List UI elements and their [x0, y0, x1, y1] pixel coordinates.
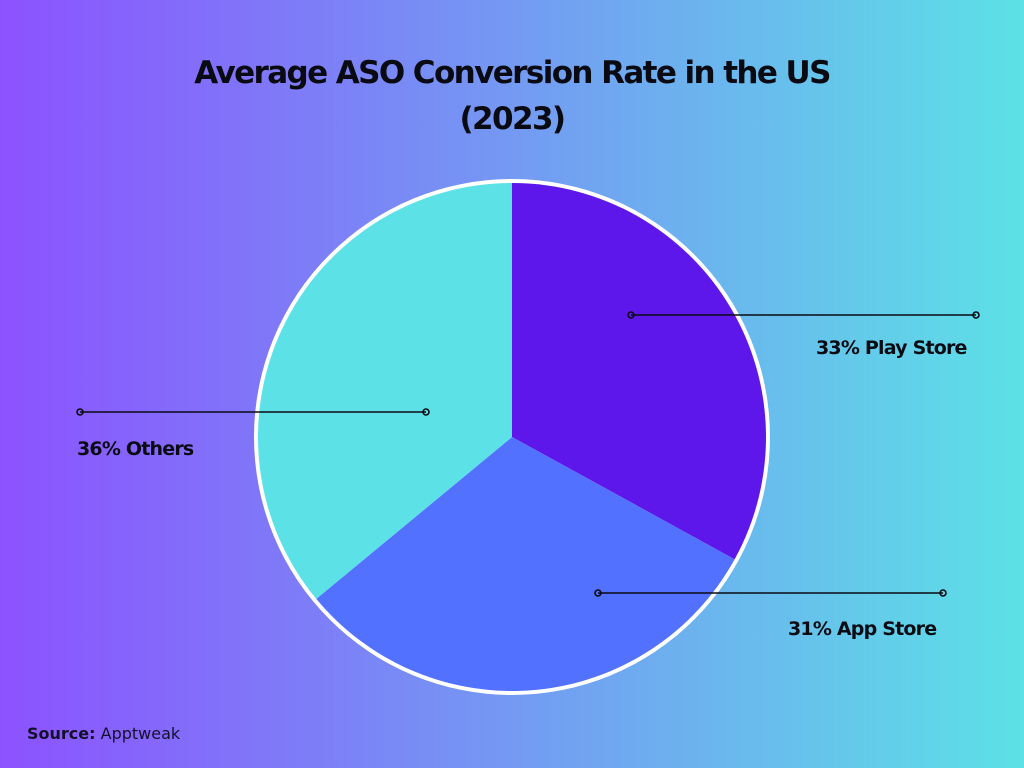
- slice-label-play-store: 33% Play Store: [816, 337, 967, 359]
- source-prefix: Source:: [27, 724, 96, 743]
- leader-line-others: [76, 408, 430, 416]
- chart-subtitle: (2023): [459, 101, 566, 137]
- leader-end-dot: [972, 311, 980, 319]
- pie-slice-others: [257, 183, 512, 599]
- leader-start-dot: [76, 408, 84, 416]
- leader-line-app-store: [594, 589, 947, 597]
- chart-title: Average ASO Conversion Rate in the US (2…: [0, 50, 1024, 142]
- leader-lines: [76, 311, 980, 597]
- slice-label-app-store: 31% App Store: [788, 618, 937, 640]
- leader-end-dot: [939, 589, 947, 597]
- pie-slice-app-store: [316, 437, 735, 691]
- slice-label-others: 36% Others: [77, 438, 194, 460]
- leader-start-dot: [594, 589, 602, 597]
- pie-slice-play-store: [512, 183, 766, 560]
- leader-line-play-store: [627, 311, 980, 319]
- chart-title-main: Average ASO Conversion Rate in the US: [194, 55, 831, 91]
- leader-end-dot: [422, 408, 430, 416]
- pie-slices: [254, 179, 770, 695]
- leader-start-dot: [627, 311, 635, 319]
- source-note: Source: Apptweak: [27, 724, 180, 743]
- source-name: Apptweak: [100, 724, 181, 743]
